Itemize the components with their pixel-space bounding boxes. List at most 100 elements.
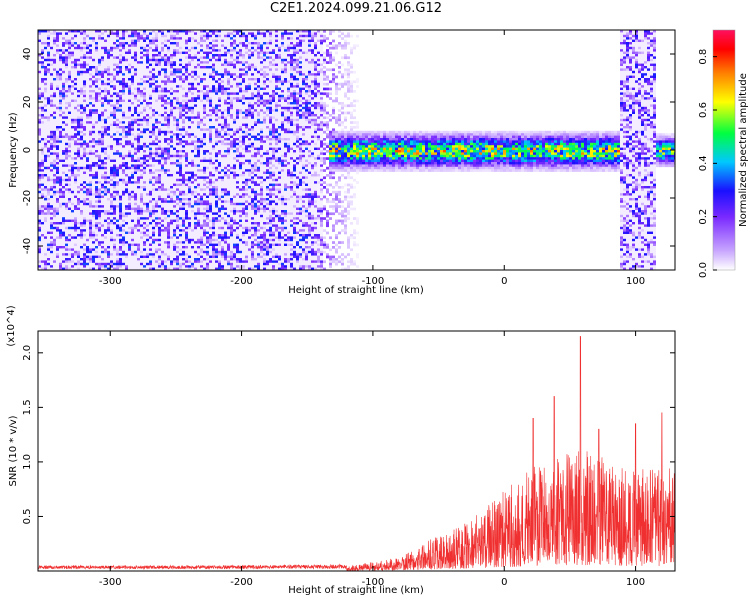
heat-cell	[143, 68, 146, 72]
heat-cell	[134, 75, 137, 79]
heat-cell	[158, 188, 161, 192]
heat-cell	[86, 255, 89, 259]
heat-cell	[53, 54, 56, 57]
heat-cell	[116, 94, 119, 98]
heat-cell	[182, 231, 185, 235]
heat-cell	[101, 262, 104, 266]
heat-cell	[77, 234, 80, 237]
heat-cell	[182, 181, 185, 184]
heat-cell	[164, 97, 167, 100]
heat-cell	[167, 157, 170, 160]
heat-cell	[71, 154, 74, 158]
heat-cell	[164, 231, 167, 235]
heat-cell	[56, 126, 59, 129]
heat-cell	[158, 102, 161, 105]
heat-cell	[179, 202, 182, 206]
heat-cell	[56, 214, 59, 218]
heat-cell	[125, 202, 128, 206]
heat-cell	[173, 154, 176, 158]
heat-cell	[101, 92, 104, 96]
heat-cell	[173, 70, 176, 74]
heat-cell	[50, 30, 53, 33]
heat-cell	[149, 183, 152, 187]
heat-cell	[47, 78, 50, 81]
heat-cell	[122, 37, 125, 40]
heat-cell	[134, 106, 137, 110]
heat-cell	[170, 200, 173, 204]
heat-cell	[131, 243, 134, 247]
heat-cell	[68, 126, 71, 129]
heat-cell	[44, 190, 47, 194]
heat-cell	[59, 128, 62, 132]
heat-cell	[80, 118, 83, 122]
heat-cell	[146, 219, 149, 223]
heat-cell	[59, 94, 62, 98]
heat-cell	[155, 133, 158, 136]
heat-cell	[95, 229, 98, 232]
heat-cell	[113, 51, 116, 55]
heat-cell	[62, 30, 65, 33]
heat-cell	[137, 56, 140, 60]
heat-cell	[77, 162, 80, 165]
heat-cell	[116, 222, 119, 225]
heat-cell	[53, 114, 56, 117]
heat-cell	[74, 126, 77, 129]
heat-cell	[65, 54, 68, 57]
heat-cell	[86, 51, 89, 55]
heat-cell	[107, 260, 110, 264]
heat-cell	[107, 255, 110, 259]
heat-cell	[179, 171, 182, 175]
heat-cell	[113, 154, 116, 158]
heat-cell	[98, 75, 101, 79]
heat-cell	[119, 219, 122, 223]
heat-cell	[53, 183, 56, 187]
heat-cell	[77, 200, 80, 204]
heat-cell	[158, 34, 161, 38]
heat-cell	[173, 102, 176, 105]
heat-cell	[50, 253, 53, 256]
heat-cell	[113, 188, 116, 192]
heat-cell	[185, 150, 188, 153]
heat-cell	[125, 260, 128, 264]
heat-cell	[152, 126, 155, 129]
heat-cell	[89, 186, 92, 189]
heat-cell	[101, 82, 104, 86]
heat-cell	[137, 265, 140, 268]
heat-cell	[104, 219, 107, 223]
heat-cell	[92, 128, 95, 132]
heat-cell	[89, 200, 92, 204]
heat-cell	[68, 202, 71, 206]
heat-cell	[59, 217, 62, 220]
heat-cell	[101, 188, 104, 192]
heat-cell	[68, 219, 71, 223]
heat-cell	[149, 207, 152, 211]
heat-cell	[38, 54, 41, 57]
heat-cell	[68, 217, 71, 220]
heat-cell	[146, 178, 149, 182]
heat-cell	[59, 229, 62, 232]
heat-cell	[83, 210, 86, 213]
heat-cell	[92, 78, 95, 81]
heat-cell	[176, 157, 179, 160]
heat-cell	[146, 154, 149, 158]
heat-cell	[176, 90, 179, 93]
heat-cell	[173, 186, 176, 189]
heat-cell	[74, 102, 77, 105]
heat-cell	[50, 210, 53, 213]
heat-cell	[110, 147, 113, 151]
heat-cell	[140, 265, 143, 268]
heat-cell	[80, 214, 83, 218]
heat-cell	[152, 210, 155, 213]
heat-cell	[98, 169, 101, 172]
heat-cell	[146, 133, 149, 136]
heat-cell	[56, 246, 59, 249]
heat-cell	[104, 90, 107, 93]
heat-cell	[122, 118, 125, 122]
heat-cell	[86, 106, 89, 110]
heat-cell	[182, 92, 185, 96]
heat-cell	[149, 130, 152, 134]
heat-cell	[59, 190, 62, 194]
heat-cell	[170, 111, 173, 115]
heat-cell	[38, 181, 41, 184]
heat-cell	[77, 39, 80, 43]
